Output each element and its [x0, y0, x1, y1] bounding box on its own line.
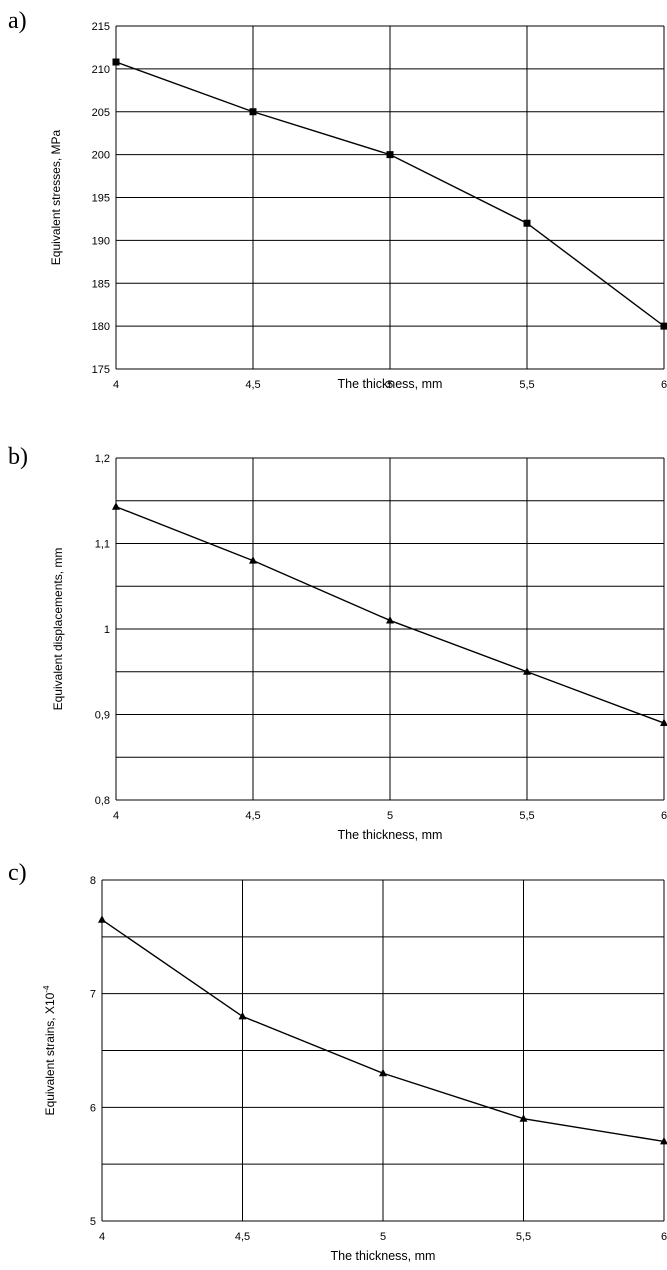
y-tick-label: 1,1: [95, 539, 110, 551]
data-point: [249, 556, 257, 564]
x-tick-label: 6: [661, 379, 667, 391]
y-tick-label: 190: [92, 235, 110, 247]
y-axis-label: Equivalent stresses, MPa: [49, 129, 63, 265]
panel-label-a: a): [8, 8, 27, 34]
x-tick-label: 4,5: [245, 379, 260, 391]
displacements-chart: 0,8 0,9 1 1,1 1,2 4 4,5 5 5,5 6 The thickness, mm E…: [51, 453, 667, 842]
y-tick-label: 1: [104, 624, 110, 636]
data-point: [523, 667, 531, 675]
data-point: [386, 151, 394, 159]
y-tick-label: 1,2: [95, 453, 110, 465]
data-point: [660, 718, 667, 727]
data-point: [379, 1068, 387, 1077]
x-tick-label: 6: [661, 1231, 667, 1243]
y-tick-label: 7: [90, 989, 96, 1001]
x-tick-label: 5,5: [516, 1231, 531, 1243]
panel-label-b: b): [8, 444, 28, 470]
x-tick-label: 5,5: [519, 810, 534, 822]
x-tick-label: 5: [387, 379, 393, 391]
panel-label-c: c): [8, 860, 27, 886]
data-point: [112, 502, 120, 510]
data-point: [660, 322, 667, 330]
y-tick-label: 185: [92, 278, 110, 290]
chart-panel-b: b) 0,8 0,9 1 1,1 1,2 4 4,5 5 5,5 6 The thickness, …: [0, 440, 667, 860]
x-tick-label: 5: [380, 1231, 386, 1243]
y-tick-label: 205: [92, 107, 110, 119]
data-point: [112, 58, 120, 66]
data-point: [660, 1136, 667, 1145]
y-tick-label: 215: [92, 21, 110, 33]
y-tick-label: 180: [92, 321, 110, 333]
x-axis-label: The thickness, mm: [338, 828, 443, 842]
y-tick-label: 175: [92, 364, 110, 376]
x-tick-label: 4: [99, 1231, 105, 1243]
data-point: [249, 108, 257, 116]
data-point: [386, 615, 394, 624]
y-tick-label: 210: [92, 64, 110, 76]
y-tick-label: 6: [90, 1102, 96, 1114]
x-tick-label: 6: [661, 810, 667, 822]
y-tick-label: 0,8: [95, 795, 110, 807]
data-point: [238, 1011, 247, 1020]
data-point: [98, 915, 106, 923]
x-tick-label: 5,5: [519, 379, 534, 391]
x-axis-label: The thickness, mm: [331, 1249, 436, 1263]
data-point: [523, 219, 531, 227]
x-tick-label: 4: [113, 810, 119, 822]
strains-chart: 5 6 7 8 4 4,5 5 5,5 6 The thickness, mm Equivalent…: [42, 875, 667, 1263]
stresses-chart: 175 180 185 190 195 200 205 210 215 4 4,5 5 5,5 6 The …: [49, 21, 667, 391]
x-tick-label: 4: [113, 379, 119, 391]
y-axis-label: Equivalent displacements, mm: [51, 548, 65, 711]
y-tick-label: 5: [90, 1216, 96, 1228]
x-tick-label: 5: [387, 810, 393, 822]
y-axis-label-exponent: -4: [42, 985, 51, 993]
y-tick-label: 200: [92, 150, 110, 162]
y-axis-label: Equivalent strains, X10-4: [42, 985, 57, 1115]
x-tick-label: 4,5: [245, 810, 260, 822]
x-tick-label: 4,5: [235, 1231, 250, 1243]
y-tick-label: 8: [90, 875, 96, 887]
chart-panel-a: a) 175 180 185 190 195 200 205 210 215 4 4,5 5 5,5 6 T…: [0, 0, 667, 410]
chart-panel-c: c) 5 6 7 8 4 4,5 5 5,5 6 The thickness, mm Equival…: [0, 858, 667, 1270]
x-axis-label: The thickness, mm: [338, 377, 443, 391]
y-tick-label: 195: [92, 193, 110, 205]
y-tick-label: 0,9: [95, 710, 110, 722]
data-point: [519, 1114, 528, 1122]
